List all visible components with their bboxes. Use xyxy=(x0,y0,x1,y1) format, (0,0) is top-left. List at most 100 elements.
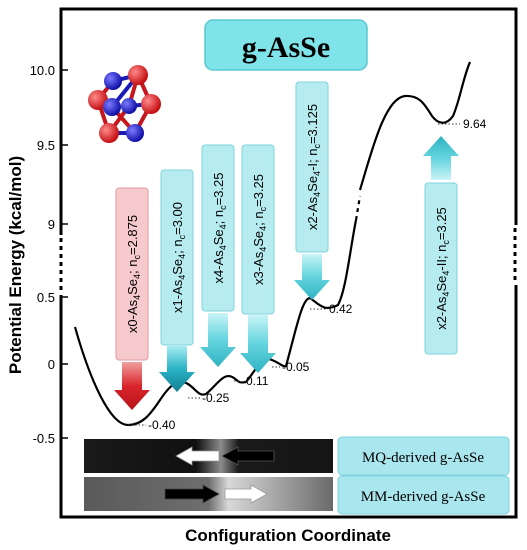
minimum-label: 9.64 xyxy=(463,117,487,131)
config-label-part: x3-As xyxy=(251,251,266,285)
config-label-part: c xyxy=(312,144,322,149)
config-label-part: Se xyxy=(305,176,320,192)
chart-title: g-AsSe xyxy=(242,31,330,64)
config-label-part: 4 xyxy=(132,274,142,279)
title-box xyxy=(204,19,368,71)
legend-box-mm xyxy=(337,475,510,515)
legend-label-mm: MM-derived g-AsSe xyxy=(361,489,486,505)
config-label-part: =3.125 xyxy=(305,104,320,144)
arrow-down-icon xyxy=(240,315,276,373)
y-tick-label: 10.0 xyxy=(30,63,55,78)
config-label-part: c xyxy=(218,205,228,210)
minimum-label: -0.05 xyxy=(282,360,310,374)
config-label-part: Se xyxy=(170,259,185,275)
config-label-part: =3.25 xyxy=(211,172,226,205)
config-label-part: x2-As xyxy=(434,296,449,330)
config-annotation: x2-As4Se4-II; nc=3.25 xyxy=(423,136,459,355)
config-label-part: ; n xyxy=(251,211,266,225)
legend-box-mq xyxy=(337,436,510,476)
config-box xyxy=(424,182,458,355)
config-label-part: 4 xyxy=(177,254,187,259)
config-label-part: Se xyxy=(251,231,266,247)
config-label-part: Se xyxy=(125,279,140,295)
config-label-part: 4 xyxy=(312,192,322,197)
energy-curve-upper xyxy=(358,61,472,191)
y-tick-label: 0 xyxy=(48,357,55,372)
config-label-part: x2-As xyxy=(305,196,320,230)
axis-break-left xyxy=(57,235,66,295)
config-box xyxy=(201,144,235,312)
config-label-part: Se xyxy=(211,229,226,245)
config-label: x2-As4Se4-II; nc=3.25 xyxy=(434,207,451,330)
config-label-part: 4 xyxy=(312,171,322,176)
legend: MQ-derived g-AsSe MM-derived g-AsSe xyxy=(84,436,510,515)
config-label-part: x4-As xyxy=(211,250,226,284)
config-box xyxy=(295,81,329,253)
legend-arrow-white-right xyxy=(224,484,268,504)
config-label-part: 4 xyxy=(132,295,142,300)
legend-arrow-white xyxy=(175,446,220,466)
config-label-part: =3.25 xyxy=(434,207,449,240)
config-annotation: x1-As4Se4; nc=3.00 xyxy=(159,169,195,392)
config-label-part: c xyxy=(177,234,187,239)
x-axis-label: Configuration Coordinate xyxy=(185,526,391,545)
arrow-down-icon xyxy=(200,313,236,367)
y-tick-label: 9 xyxy=(48,217,55,232)
config-label: x0-As4Se4; nc=2.875 xyxy=(125,215,142,333)
config-label-part: x1-As xyxy=(170,279,185,313)
config-label-part: =2.875 xyxy=(125,215,140,255)
config-label-part: -II; n xyxy=(434,245,449,271)
legend-label-mq: MQ-derived g-AsSe xyxy=(362,450,484,466)
minimum-label: -0.25 xyxy=(202,391,230,405)
config-label-part: =3.25 xyxy=(251,174,266,207)
legend-arrow-black-right xyxy=(164,484,220,504)
config-label-part: =3.00 xyxy=(170,202,185,235)
config-label-part: -I; n xyxy=(305,149,320,171)
config-label-part: 4 xyxy=(441,292,451,297)
config-box xyxy=(160,169,194,346)
energy-curve xyxy=(73,219,358,427)
config-label-part: c xyxy=(132,254,142,259)
minimum-label: -0.40 xyxy=(148,418,176,432)
config-label: x1-As4Se4; nc=3.00 xyxy=(170,202,187,313)
config-label-part: 4 xyxy=(218,224,228,229)
minima-labels: -0.40 -0.25 -0.11 -0.05 0.42 9.64 xyxy=(128,117,487,432)
y-axis: -0.5 0 0.5 9 9.5 10.0 xyxy=(30,63,68,446)
config-label-part: c xyxy=(258,206,268,211)
config-label-part: 4 xyxy=(177,275,187,280)
arrow-up-icon xyxy=(423,136,459,180)
config-label-part: 4 xyxy=(258,226,268,231)
legend-arrow-black xyxy=(221,446,275,466)
arrow-down-icon xyxy=(294,254,330,300)
config-label-part: c xyxy=(441,240,451,245)
config-label-part: 4 xyxy=(218,245,228,250)
arrow-down-icon xyxy=(159,346,195,392)
config-annotation: x3-As4Se4; nc=3.25 xyxy=(240,144,276,373)
config-box xyxy=(241,144,275,315)
y-axis-label: Potential Energy (kcal/mol) xyxy=(6,156,25,374)
config-label-part: ; n xyxy=(211,210,226,224)
config-annotation: x4-As4Se4; nc=3.25 xyxy=(200,144,236,367)
config-label-part: ; n xyxy=(125,259,140,273)
config-annotation: x2-As4Se4-I; nc=3.125 xyxy=(294,81,330,300)
molecule-icon xyxy=(88,65,161,143)
config-label: x3-As4Se4; nc=3.25 xyxy=(251,174,268,285)
arrow-down-icon xyxy=(114,362,150,410)
config-label-part: 4 xyxy=(441,271,451,276)
config-label-part: 4 xyxy=(258,247,268,252)
axis-break-right xyxy=(511,225,520,285)
config-annotation: x0-As4Se4; nc=2.875 xyxy=(114,187,150,410)
config-label: x2-As4Se4-I; nc=3.125 xyxy=(305,104,322,230)
config-label-part: x0-As xyxy=(125,299,140,333)
config-label-part: ; n xyxy=(170,239,185,253)
y-tick-label: 0.5 xyxy=(37,290,55,305)
minimum-label: -0.11 xyxy=(242,374,269,388)
config-label-part: Se xyxy=(434,276,449,292)
minimum-label: 0.42 xyxy=(329,302,353,316)
config-box xyxy=(115,187,149,361)
y-tick-label: 9.5 xyxy=(37,138,55,153)
config-label: x4-As4Se4; nc=3.25 xyxy=(211,172,228,283)
y-tick-label: -0.5 xyxy=(33,431,55,446)
